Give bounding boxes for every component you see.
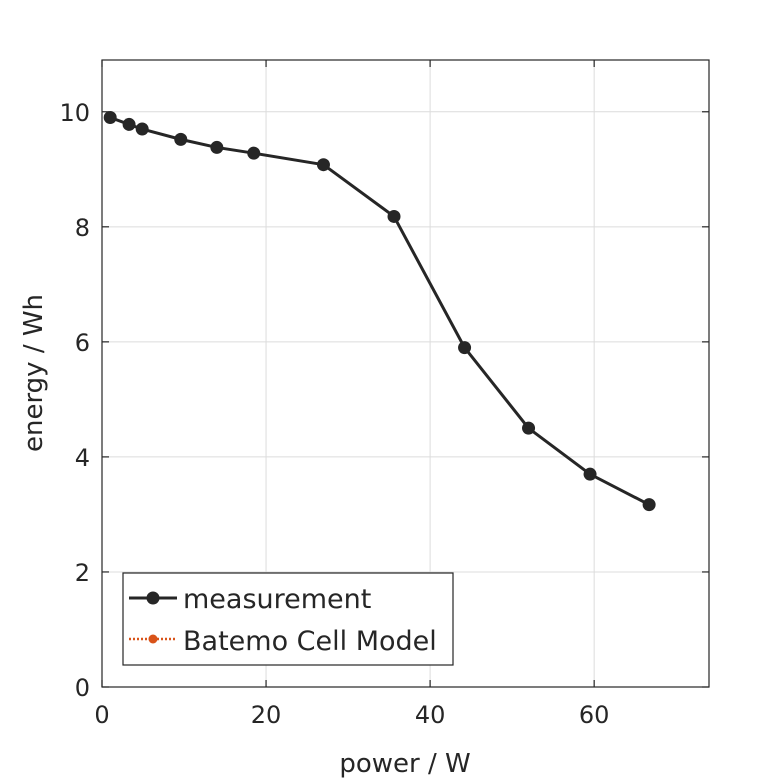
data-point bbox=[174, 132, 188, 146]
y-tick-label: 2 bbox=[75, 559, 90, 587]
y-tick-label: 8 bbox=[75, 214, 90, 242]
data-point bbox=[247, 146, 261, 160]
data-point bbox=[122, 117, 136, 131]
data-point bbox=[316, 158, 330, 172]
ticks: 0 20 40 60 0 2 4 6 8 10 bbox=[59, 60, 709, 729]
legend-label-batemo: Batemo Cell Model bbox=[183, 626, 437, 657]
grid bbox=[102, 60, 709, 687]
data-point bbox=[103, 111, 117, 125]
x-tick-label: 60 bbox=[579, 701, 610, 729]
data-point bbox=[135, 122, 149, 136]
x-axis-label: power / W bbox=[339, 749, 470, 779]
x-tick-label: 40 bbox=[415, 701, 446, 729]
series-line-0 bbox=[109, 116, 650, 506]
legend: measurement Batemo Cell Model bbox=[122, 572, 454, 666]
y-tick-label: 6 bbox=[75, 329, 90, 357]
y-tick-label: 4 bbox=[75, 444, 90, 472]
y-axis-label: energy / Wh bbox=[19, 294, 49, 452]
legend-marker-measurement bbox=[146, 591, 160, 605]
plot-frame bbox=[101, 59, 710, 688]
legend-label-measurement: measurement bbox=[183, 584, 371, 615]
x-tick-label: 20 bbox=[251, 701, 282, 729]
data-point bbox=[583, 467, 597, 481]
data-point bbox=[458, 341, 472, 355]
data-point bbox=[642, 498, 656, 512]
legend-box bbox=[122, 572, 454, 666]
y-tick-label: 10 bbox=[59, 99, 90, 127]
legend-marker-batemo bbox=[148, 634, 158, 644]
series-layer bbox=[103, 111, 656, 512]
y-tick-label: 0 bbox=[75, 674, 90, 702]
x-tick-label: 0 bbox=[94, 701, 109, 729]
data-point bbox=[210, 140, 224, 154]
data-point bbox=[387, 209, 401, 223]
data-point bbox=[522, 421, 536, 435]
